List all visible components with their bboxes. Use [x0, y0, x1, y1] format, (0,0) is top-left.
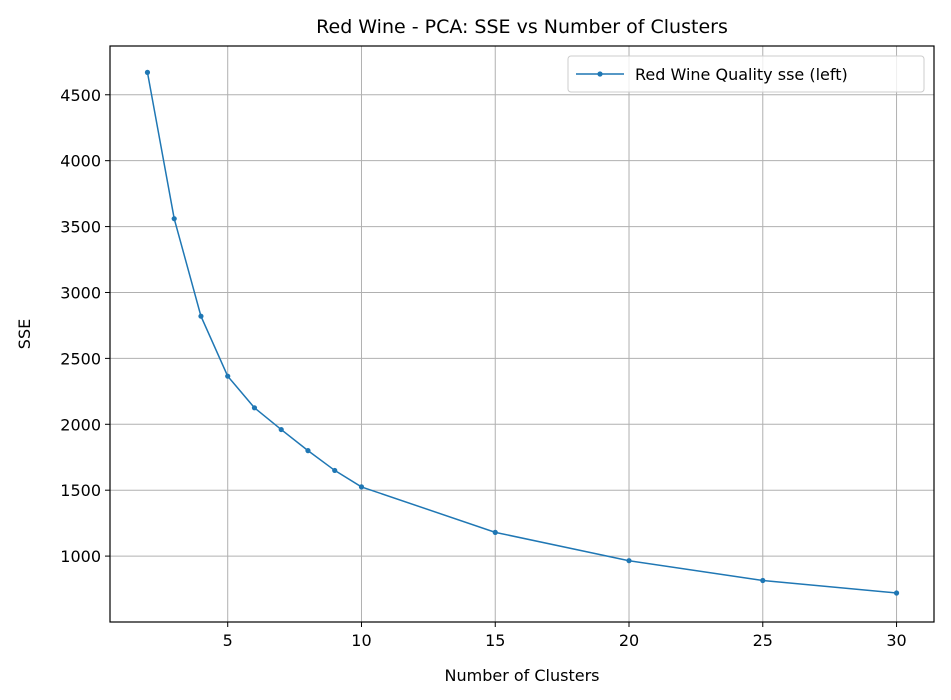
y-tick-label: 2500: [60, 349, 101, 368]
x-tick-label: 20: [619, 631, 639, 650]
y-tick-label: 3000: [60, 283, 101, 302]
axis-ticks: 5 10 15 20 25 30 1000 1500 2000 2500 3000 3500 4000 4…: [60, 86, 906, 650]
chart-title: Red Wine - PCA: SSE vs Number of Cluster…: [316, 16, 728, 38]
x-axis-label: Number of Clusters: [445, 666, 600, 685]
y-tick-label: 1000: [60, 547, 101, 566]
x-tick-label: 5: [223, 631, 233, 650]
legend: Red Wine Quality sse (left): [567, 55, 925, 93]
data-point: [225, 373, 231, 379]
y-tick-label: 4000: [60, 152, 101, 171]
legend-label: Red Wine Quality sse (left): [635, 65, 848, 84]
x-tick-label: 10: [351, 631, 371, 650]
data-point: [332, 467, 338, 474]
data-point: [305, 448, 311, 454]
data-point: [893, 590, 900, 596]
data-point: [198, 313, 204, 319]
x-tick-label: 25: [753, 631, 773, 650]
series-layer: [144, 69, 900, 596]
x-tick-label: 15: [485, 631, 505, 650]
y-tick-label: 3500: [60, 218, 101, 237]
data-point: [144, 69, 151, 75]
data-point: [492, 529, 498, 535]
data-point: [171, 216, 177, 222]
y-axis-label: SSE: [15, 319, 34, 349]
y-tick-label: 4500: [60, 86, 101, 105]
y-tick-label: 1500: [60, 481, 101, 500]
x-tick-label: 30: [886, 631, 906, 650]
data-point: [278, 426, 284, 433]
y-tick-label: 2000: [60, 415, 101, 434]
data-point: [626, 558, 632, 564]
legend-swatch-marker: [597, 71, 603, 77]
series-line: [146, 72, 897, 594]
data-point: [760, 577, 766, 584]
grid: [110, 46, 934, 622]
legend-box: [567, 55, 925, 93]
plot-frame: [109, 45, 935, 623]
data-point: [358, 484, 365, 490]
data-point: [251, 405, 258, 411]
